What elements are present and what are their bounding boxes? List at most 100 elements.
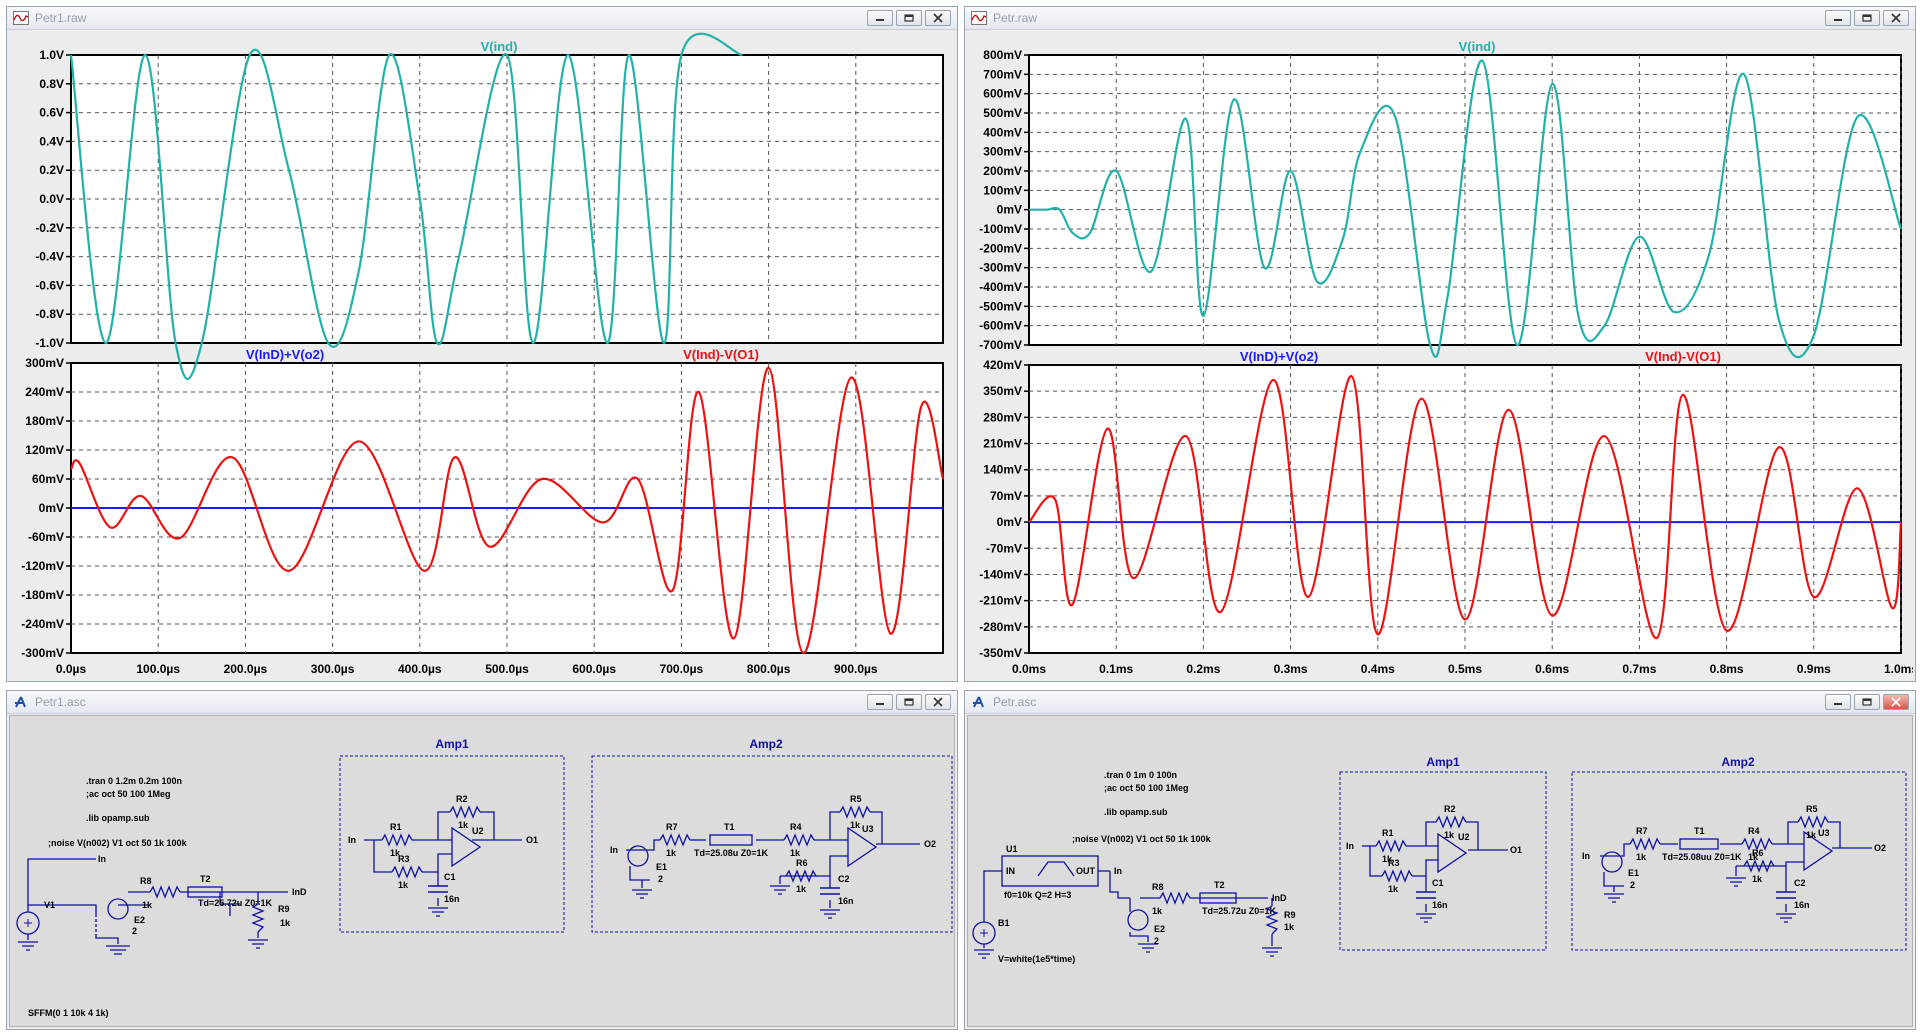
ind-net-label[interactable]: InD (1272, 893, 1287, 903)
amp2-in-label[interactable]: In (1582, 851, 1590, 861)
restore-button[interactable] (896, 10, 922, 26)
t1-params[interactable]: Td=25.08u Z0=1K (694, 848, 769, 858)
vcvs-e2[interactable] (107, 898, 129, 920)
trace-label-blue[interactable]: V(InD)+V(o2) (1240, 349, 1318, 364)
resistor-r2[interactable] (449, 805, 481, 819)
in-net-label[interactable]: In (98, 854, 106, 864)
resistor-r5[interactable] (839, 805, 871, 819)
title-bar[interactable]: Petr.raw (965, 7, 1915, 30)
directive-noise[interactable]: ;noise V(n002) V1 oct 50 1k 100k (1072, 834, 1212, 844)
r4-value[interactable]: 1k (1748, 852, 1759, 862)
directive-ac[interactable]: ;ac oct 50 100 1Meg (1104, 783, 1189, 793)
r2-label[interactable]: R2 (1444, 804, 1456, 814)
t1-params[interactable]: Td=25.08uu Z0=1K (1662, 852, 1742, 862)
r8-value[interactable]: 1k (1152, 906, 1163, 916)
plot-area[interactable]: 800mV 700mV 600mV 500mV 400mV 300mV 200mV 100mV… (967, 31, 1913, 679)
resistor-r3[interactable] (1381, 869, 1413, 883)
e2-gain-label[interactable]: 2 (1154, 936, 1159, 946)
resistor-r2[interactable] (1435, 815, 1467, 829)
transmission-line-t1[interactable] (1679, 838, 1719, 850)
directive-tran[interactable]: .tran 0 1.2m 0.2m 100n (86, 776, 182, 786)
waveform-window-petr1[interactable]: Petr1.raw 1.0V 0.8V 0.6V 0.4V 0.2V 0.0V -0.2V -… (6, 6, 958, 682)
amp1-block[interactable] (1339, 771, 1547, 951)
r9-label[interactable]: R9 (278, 904, 290, 914)
c1-label[interactable]: C1 (1432, 878, 1444, 888)
amp2-out-label[interactable]: O2 (924, 839, 936, 849)
close-button[interactable] (1883, 10, 1909, 26)
amp1-in-label[interactable]: In (1346, 841, 1354, 851)
amp2-title[interactable]: Amp2 (1721, 755, 1755, 769)
resistor-r3[interactable] (391, 865, 423, 879)
minimize-button[interactable] (1825, 10, 1851, 26)
e1-label[interactable]: E1 (1628, 868, 1639, 878)
r7-label[interactable]: R7 (1636, 826, 1648, 836)
opamp-u2[interactable] (451, 826, 482, 868)
b1-expression[interactable]: V=white(1e5*time) (998, 954, 1075, 964)
schematic-canvas[interactable]: .tran 0 1.2m 0.2m 100n ;ac oct 50 100 1M… (9, 715, 955, 1027)
r1-value[interactable]: 1k (390, 848, 401, 858)
u1-label[interactable]: U1 (1006, 844, 1018, 854)
amp2-block[interactable] (591, 755, 953, 933)
restore-button[interactable] (1854, 694, 1880, 710)
u2-label[interactable]: U2 (472, 826, 484, 836)
vcvs-e2[interactable] (1127, 909, 1149, 931)
r9-value[interactable]: 1k (1284, 922, 1295, 932)
r4-value[interactable]: 1k (790, 848, 801, 858)
waveform-plot[interactable]: 1.0V 0.8V 0.6V 0.4V 0.2V 0.0V -0.2V -0.4V -0.6V -… (9, 31, 955, 679)
schematic-window-petr[interactable]: Petr.asc .tran 0 1m 0 100n ;ac oct 50 10… (964, 690, 1916, 1030)
resistor-r9[interactable] (251, 903, 265, 933)
directive-lib[interactable]: .lib opamp.sub (86, 813, 150, 823)
directive-tran[interactable]: .tran 0 1m 0 100n (1104, 770, 1177, 780)
r7-label[interactable]: R7 (666, 822, 678, 832)
resistor-r8[interactable] (149, 885, 181, 899)
ind-net-label[interactable]: InD (292, 887, 307, 897)
r9-value[interactable]: 1k (280, 918, 291, 928)
amp2-block[interactable] (1571, 771, 1907, 951)
minimize-button[interactable] (867, 694, 893, 710)
r3-value[interactable]: 1k (1388, 884, 1399, 894)
amp2-in-label[interactable]: In (610, 845, 618, 855)
b1-label[interactable]: B1 (998, 918, 1010, 928)
resistor-r4[interactable] (783, 833, 815, 847)
e2-label[interactable]: E2 (1154, 924, 1165, 934)
capacitor-c2[interactable] (1776, 891, 1796, 899)
title-bar[interactable]: Petr1.raw (7, 7, 957, 30)
resistor-r1[interactable] (1375, 839, 1407, 853)
schematic-drawing[interactable]: .tran 0 1m 0 100n ;ac oct 50 100 1Meg .l… (968, 716, 1914, 1028)
transmission-line-t1[interactable] (709, 834, 753, 846)
schematic-drawing[interactable]: .tran 0 1.2m 0.2m 100n ;ac oct 50 100 1M… (10, 716, 956, 1028)
u2-label[interactable]: U2 (1458, 832, 1470, 842)
e1-label[interactable]: E1 (656, 862, 667, 872)
close-button[interactable] (925, 694, 951, 710)
t1-label[interactable]: T1 (724, 822, 735, 832)
resistor-r9[interactable] (1265, 905, 1279, 935)
schematic-window-petr1[interactable]: Petr1.asc .tran 0 1.2m 0.2m 100n ;ac oct… (6, 690, 958, 1030)
amp1-title[interactable]: Amp1 (1426, 755, 1460, 769)
e2-label[interactable]: E2 (134, 915, 145, 925)
c2-label[interactable]: C2 (838, 874, 850, 884)
directive-lib[interactable]: .lib opamp.sub (1104, 807, 1168, 817)
c1-value[interactable]: 16n (1432, 900, 1448, 910)
capacitor-c1[interactable] (428, 885, 448, 893)
e1-gain-label[interactable]: 2 (1630, 880, 1635, 890)
c1-label[interactable]: C1 (444, 872, 456, 882)
restore-button[interactable] (1854, 10, 1880, 26)
waveform-plot[interactable]: 800mV 700mV 600mV 500mV 400mV 300mV 200mV 100mV… (967, 31, 1913, 679)
title-bar[interactable]: Petr.asc (965, 691, 1915, 714)
trace-label-red[interactable]: V(Ind)-V(O1) (1645, 349, 1721, 364)
amp1-title[interactable]: Amp1 (435, 737, 469, 751)
r7-value[interactable]: 1k (1636, 852, 1647, 862)
resistor-r7[interactable] (1629, 837, 1661, 851)
r1-label[interactable]: R1 (1382, 828, 1394, 838)
resistor-r6[interactable] (785, 869, 817, 883)
resistor-r5[interactable] (1797, 815, 1829, 829)
r3-label[interactable]: R3 (398, 854, 410, 864)
resistor-r1[interactable] (381, 833, 413, 847)
r3-value[interactable]: 1k (398, 880, 409, 890)
amp1-block[interactable] (339, 755, 565, 933)
trace-label-blue[interactable]: V(InD)+V(o2) (246, 347, 324, 362)
transmission-line-t2[interactable] (187, 886, 223, 898)
r4-label[interactable]: R4 (790, 822, 802, 832)
c2-value[interactable]: 16n (1794, 900, 1810, 910)
t2-label[interactable]: T2 (1214, 880, 1225, 890)
